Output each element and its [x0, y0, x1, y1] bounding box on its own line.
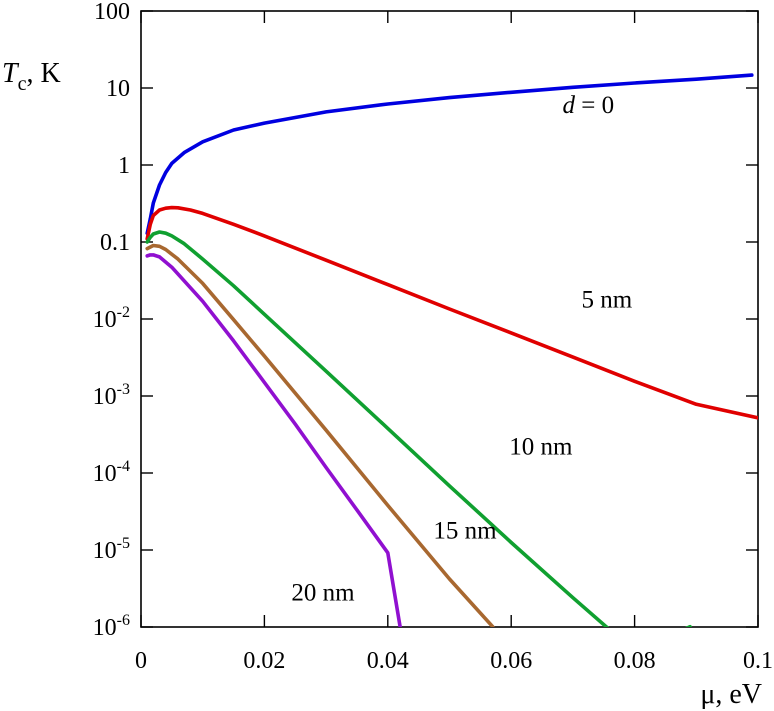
series-label-text: = 0	[575, 92, 614, 119]
series-label-2: 10 nm	[509, 434, 573, 461]
y-tick-exponent: -6	[117, 612, 130, 629]
y-axis-label-subscript: c	[18, 73, 27, 95]
y-tick-base: 10	[93, 538, 117, 564]
series-line-1	[145, 205, 758, 420]
y-tick-label: 10-6	[93, 612, 130, 641]
series-label-0: d = 0	[563, 92, 615, 119]
y-tick-exponent: -2	[117, 304, 130, 321]
y-tick-base: 10	[106, 76, 130, 102]
ticks	[140, 10, 759, 628]
series-line-0	[145, 73, 754, 235]
y-tick-exponent: -3	[117, 381, 130, 398]
series-label-4: 20 nm	[291, 580, 355, 607]
x-tick-label: 0.06	[490, 648, 532, 674]
y-tick-label: 10-3	[93, 381, 130, 410]
y-tick-base: 10	[93, 461, 117, 487]
y-tick-base: 10	[93, 615, 117, 641]
series-label-text: 20 nm	[291, 580, 355, 607]
y-axis-label-symbol: T	[2, 58, 20, 89]
series-label-1: 5 nm	[581, 286, 632, 313]
series-label-text: 10 nm	[509, 434, 573, 461]
series-line-3	[145, 243, 495, 627]
series-line-4	[145, 253, 402, 627]
curve-labels: d = 0 5 nm 10 nm 15 nm 20 nm	[291, 92, 632, 606]
series-label-text: 5 nm	[581, 286, 632, 313]
y-tick-label: 10-4	[93, 458, 130, 487]
series-label-3: 15 nm	[433, 517, 497, 544]
y-tick-label: 1	[118, 153, 130, 179]
series-label-text: 15 nm	[433, 517, 497, 544]
x-tick-label: 0	[135, 648, 147, 674]
x-axis-label: μ, eV	[700, 679, 762, 710]
x-tick-label: 0.1	[743, 648, 773, 674]
y-tick-exponent: -5	[117, 535, 130, 552]
x-tick-label: 0.02	[243, 648, 285, 674]
y-tick-base: 100	[94, 0, 130, 25]
y-tick-exponent: -4	[117, 458, 130, 475]
y-tick-base: 1	[118, 153, 130, 179]
y-axis-label-unit: , K	[26, 58, 60, 89]
y-tick-label: 10	[106, 76, 130, 102]
y-tick-base: 10	[93, 307, 117, 333]
y-tick-label: 10-5	[93, 535, 130, 564]
y-tick-label: 100	[94, 0, 130, 25]
y-axis-label: Tc, K	[2, 58, 61, 95]
y-tick-base: 0.1	[100, 230, 130, 256]
x-tick-label: 0.08	[614, 648, 656, 674]
x-tick-label: 0.04	[367, 648, 409, 674]
series-label-prefix: d	[563, 92, 576, 119]
x-tick-labels: 0 0.02 0.04 0.06 0.08 0.1	[135, 648, 773, 674]
y-tick-base: 10	[93, 384, 117, 410]
y-tick-label: 10-2	[93, 304, 130, 333]
series-line-2	[145, 230, 692, 627]
y-tick-label: 0.1	[100, 230, 130, 256]
curves	[145, 73, 758, 627]
